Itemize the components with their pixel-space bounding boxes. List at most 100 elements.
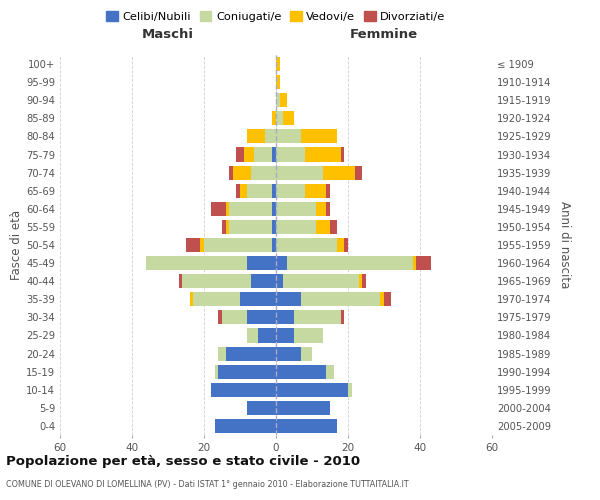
Bar: [326, 364, 334, 378]
Bar: [276, 93, 280, 108]
Bar: [276, 364, 326, 378]
Bar: [276, 346, 301, 360]
Bar: [244, 148, 254, 162]
Bar: [236, 148, 244, 162]
Bar: [276, 112, 283, 126]
Bar: [384, 292, 391, 306]
Bar: [247, 256, 276, 270]
Bar: [218, 346, 226, 360]
Bar: [287, 256, 413, 270]
Bar: [254, 148, 272, 162]
Y-axis label: Anni di nascita: Anni di nascita: [558, 202, 571, 288]
Bar: [276, 292, 301, 306]
Bar: [211, 382, 276, 397]
Bar: [341, 148, 344, 162]
Bar: [226, 202, 229, 216]
Bar: [413, 256, 416, 270]
Bar: [283, 112, 294, 126]
Bar: [305, 184, 326, 198]
Bar: [301, 130, 337, 143]
Bar: [179, 274, 182, 288]
Bar: [301, 292, 380, 306]
Bar: [316, 220, 330, 234]
Bar: [276, 238, 337, 252]
Bar: [247, 184, 272, 198]
Bar: [247, 130, 265, 143]
Bar: [316, 202, 326, 216]
Bar: [186, 238, 200, 252]
Bar: [276, 310, 294, 324]
Text: Maschi: Maschi: [142, 28, 194, 40]
Bar: [355, 166, 362, 179]
Y-axis label: Fasce di età: Fasce di età: [10, 210, 23, 280]
Bar: [146, 256, 247, 270]
Bar: [276, 148, 305, 162]
Bar: [182, 274, 251, 288]
Bar: [341, 310, 344, 324]
Bar: [276, 202, 316, 216]
Bar: [276, 184, 305, 198]
Bar: [301, 346, 312, 360]
Bar: [276, 274, 283, 288]
Bar: [215, 419, 276, 433]
Bar: [272, 202, 276, 216]
Bar: [276, 166, 323, 179]
Bar: [305, 148, 341, 162]
Bar: [200, 238, 204, 252]
Bar: [272, 148, 276, 162]
Bar: [215, 364, 218, 378]
Bar: [226, 346, 276, 360]
Bar: [265, 130, 276, 143]
Bar: [218, 364, 276, 378]
Bar: [233, 166, 251, 179]
Bar: [240, 292, 276, 306]
Bar: [226, 220, 229, 234]
Bar: [193, 292, 240, 306]
Text: Femmine: Femmine: [350, 28, 418, 40]
Bar: [229, 220, 272, 234]
Bar: [251, 166, 276, 179]
Bar: [218, 310, 222, 324]
Bar: [190, 292, 193, 306]
Bar: [272, 184, 276, 198]
Bar: [416, 256, 431, 270]
Bar: [272, 112, 276, 126]
Text: Popolazione per età, sesso e stato civile - 2010: Popolazione per età, sesso e stato civil…: [6, 455, 360, 468]
Bar: [251, 274, 276, 288]
Bar: [272, 238, 276, 252]
Bar: [204, 238, 272, 252]
Bar: [276, 75, 280, 89]
Bar: [240, 184, 247, 198]
Bar: [276, 419, 337, 433]
Bar: [348, 382, 352, 397]
Bar: [247, 328, 258, 342]
Bar: [344, 238, 348, 252]
Text: COMUNE DI OLEVANO DI LOMELLINA (PV) - Dati ISTAT 1° gennaio 2010 - Elaborazione : COMUNE DI OLEVANO DI LOMELLINA (PV) - Da…: [6, 480, 409, 489]
Bar: [276, 382, 348, 397]
Bar: [276, 328, 294, 342]
Bar: [359, 274, 362, 288]
Bar: [276, 401, 330, 415]
Bar: [362, 274, 366, 288]
Bar: [326, 202, 330, 216]
Bar: [247, 310, 276, 324]
Bar: [326, 184, 330, 198]
Bar: [283, 274, 359, 288]
Bar: [229, 202, 272, 216]
Bar: [280, 93, 287, 108]
Bar: [211, 202, 226, 216]
Bar: [276, 220, 316, 234]
Bar: [222, 310, 247, 324]
Legend: Celibi/Nubili, Coniugati/e, Vedovi/e, Divorziati/e: Celibi/Nubili, Coniugati/e, Vedovi/e, Di…: [102, 6, 450, 26]
Bar: [380, 292, 384, 306]
Bar: [247, 401, 276, 415]
Bar: [276, 130, 301, 143]
Bar: [276, 256, 287, 270]
Bar: [337, 238, 344, 252]
Bar: [323, 166, 355, 179]
Bar: [222, 220, 226, 234]
Bar: [258, 328, 276, 342]
Bar: [236, 184, 240, 198]
Bar: [294, 328, 323, 342]
Bar: [330, 220, 337, 234]
